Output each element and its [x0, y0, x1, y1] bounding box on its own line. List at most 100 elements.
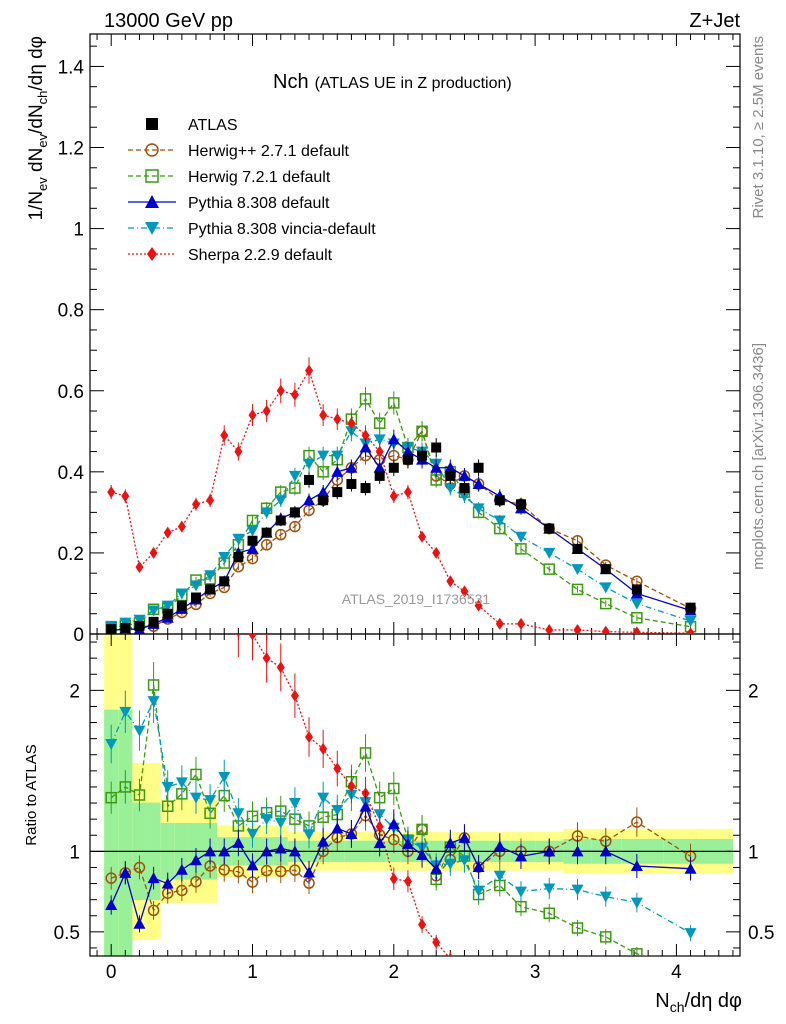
point-sherpa-2-2-9-default — [305, 364, 314, 377]
point-atlas — [176, 600, 187, 611]
ratio-point-herwig-7-2-1-default — [133, 789, 146, 801]
ratio-point-pythia-8-308-default — [232, 836, 245, 848]
point-atlas — [360, 483, 371, 494]
ratio-point-sherpa-2-2-9-default — [248, 634, 257, 641]
point-atlas — [289, 507, 300, 518]
ratio-point-pythia-8-308-vincia-default — [630, 897, 643, 909]
point-pythia-8-308-vincia-default — [189, 580, 202, 592]
ratio-point-pythia-8-308-vincia-default — [684, 928, 697, 940]
ratio-point-herwig-2-7-1-default — [232, 865, 245, 878]
ratio-point-pythia-8-308-vincia-default — [317, 792, 330, 804]
ratio-point-pythia-8-308-default — [119, 866, 132, 878]
header-process: Z+Jet — [689, 10, 740, 32]
point-sherpa-2-2-9-default — [601, 625, 610, 634]
point-pythia-8-308-vincia-default — [373, 434, 386, 446]
point-sherpa-2-2-9-default — [262, 405, 271, 418]
ratio-point-sherpa-2-2-9-default — [206, 523, 214, 535]
point-atlas — [148, 616, 159, 627]
point-herwig-7-2-1-default — [631, 612, 643, 624]
ratio-point-sherpa-2-2-9-default — [178, 397, 186, 409]
ratio-point-pythia-8-308-vincia-default — [493, 870, 506, 882]
ratio-point-sherpa-2-2-9-default — [276, 661, 285, 674]
ratio-point-sherpa-2-2-9-default — [164, 201, 172, 213]
point-sherpa-2-2-9-default — [347, 417, 356, 430]
ratio-point-pythia-8-308-vincia-default — [274, 817, 287, 829]
ratio-point-sherpa-2-2-9-default — [574, 999, 582, 1011]
point-pythia-8-308-vincia-default — [147, 605, 160, 617]
point-sherpa-2-2-9-default — [403, 486, 412, 499]
ratio-point-pythia-8-308-vincia-default — [571, 884, 584, 896]
point-sherpa-2-2-9-default — [220, 429, 229, 442]
x-tick-label: 0 — [106, 962, 117, 983]
ratio-point-herwig-2-7-1-default — [218, 864, 230, 876]
ratio-point-pythia-8-308-vincia-default — [189, 792, 202, 804]
legend-label: Pythia 8.308 default — [188, 195, 330, 212]
y-tick-label: 0 — [73, 625, 84, 646]
ratio-tick-label: 2 — [69, 681, 80, 702]
point-herwig-7-2-1-default — [359, 393, 372, 405]
legend-marker — [145, 222, 159, 235]
point-sherpa-2-2-9-default — [149, 546, 158, 559]
point-atlas — [134, 620, 145, 631]
point-pythia-8-308-default — [331, 465, 344, 477]
point-sherpa-2-2-9-default — [234, 445, 243, 458]
point-pythia-8-308-vincia-default — [161, 600, 174, 612]
point-sherpa-2-2-9-default — [319, 409, 328, 422]
point-sherpa-2-2-9-default — [375, 445, 384, 458]
ratio-point-pythia-8-308-vincia-default — [119, 706, 132, 718]
point-pythia-8-308-vincia-default — [630, 598, 643, 610]
ratio-point-herwig-7-2-1-default — [686, 963, 696, 973]
ratio-tick-label: 1 — [69, 842, 80, 863]
ratio-tick-label-right: 1 — [748, 842, 759, 863]
point-atlas — [261, 527, 272, 538]
point-sherpa-2-2-9-default — [418, 530, 427, 543]
point-pythia-8-308-default — [444, 461, 457, 473]
series-line-pythia-8-308-default — [111, 438, 691, 632]
point-atlas — [304, 474, 315, 485]
point-pythia-8-308-vincia-default — [493, 515, 506, 527]
ratio-point-sherpa-2-2-9-default — [305, 730, 314, 743]
ratio-point-pythia-8-308-default — [161, 877, 174, 889]
ratio-point-sherpa-2-2-9-default — [403, 875, 412, 888]
point-pythia-8-308-vincia-default — [684, 616, 697, 628]
point-pythia-8-308-default — [373, 461, 386, 473]
ratio-point-pythia-8-308-default — [345, 827, 358, 839]
point-pythia-8-308-vincia-default — [133, 614, 146, 626]
ratio-point-pythia-8-308-default — [458, 831, 471, 843]
ratio-point-sherpa-2-2-9-default — [418, 918, 427, 931]
ratio-point-herwig-7-2-1-default — [416, 823, 428, 836]
ratio-point-herwig-7-2-1-default — [600, 931, 612, 943]
ratio-point-sherpa-2-2-9-default — [602, 1000, 610, 1012]
point-atlas — [346, 479, 357, 489]
ratio-line-sherpa-2-2-9-default — [248, 634, 449, 956]
point-pythia-8-308-vincia-default — [472, 503, 485, 515]
ratio-point-pythia-8-308-default — [373, 837, 386, 849]
ratio-point-pythia-8-308-vincia-default — [288, 798, 301, 810]
ratio-point-pythia-8-308-default — [105, 899, 118, 911]
point-herwig-7-2-1-default — [373, 417, 386, 429]
point-sherpa-2-2-9-default — [177, 520, 186, 533]
legend-marker — [147, 247, 157, 261]
plot-title: Nch (ATLAS UE in Z production) — [273, 71, 512, 93]
ratio-tick-label-right: 0.5 — [748, 923, 774, 944]
point-atlas — [544, 523, 555, 534]
ratio-point-pythia-8-308-default — [430, 862, 443, 874]
point-sherpa-2-2-9-default — [545, 623, 554, 634]
point-atlas — [402, 454, 413, 465]
ratio-point-pythia-8-308-default — [514, 850, 527, 862]
ratio-point-herwig-2-7-1-default — [105, 872, 117, 884]
point-sherpa-2-2-9-default — [516, 617, 525, 630]
ratio-point-pythia-8-308-default — [493, 840, 506, 852]
point-sherpa-2-2-9-default — [686, 627, 695, 634]
point-atlas — [247, 535, 258, 546]
ratio-point-sherpa-2-2-9-default — [290, 689, 299, 702]
plot-subtitle: (ATLAS UE in Z production) — [315, 75, 512, 92]
point-sherpa-2-2-9-default — [333, 413, 342, 426]
point-atlas — [219, 576, 230, 587]
ratio-point-sherpa-2-2-9-default — [192, 434, 200, 446]
ratio-point-pythia-8-308-default — [684, 862, 697, 874]
ratio-point-sherpa-2-2-9-default — [333, 762, 342, 775]
ratio-point-pythia-8-308-default — [317, 835, 330, 847]
ratio-point-pythia-8-308-default — [444, 837, 457, 849]
